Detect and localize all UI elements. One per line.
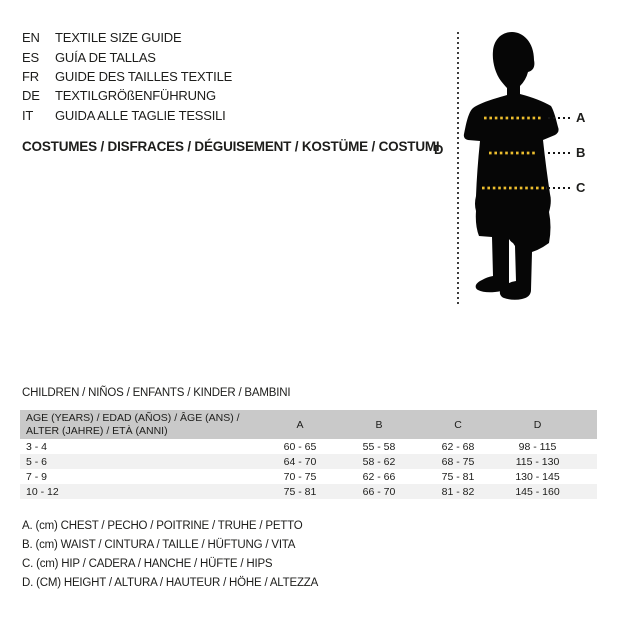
value-cell: 55 - 58	[362, 440, 396, 453]
waist-marker-label: B	[576, 145, 586, 160]
size-table: AGE (YEARS) / EDAD (AÑOS) / ÂGE (ANS) / …	[20, 410, 597, 499]
value-cell: 66 - 70	[362, 485, 396, 498]
column-header-a: A	[296, 418, 304, 431]
value-cell: 60 - 65	[283, 440, 317, 453]
value-cell: 58 - 62	[362, 455, 396, 468]
language-row-es: ES GUÍA DE TALLAS	[22, 47, 232, 66]
footnote-chest: A. (cm) CHEST / PECHO / POITRINE / TRUHE…	[22, 519, 303, 532]
age-column-header: AGE (YEARS) / EDAD (AÑOS) / ÂGE (ANS) / …	[20, 412, 260, 437]
language-list: EN TEXTILE SIZE GUIDE ES GUÍA DE TALLAS …	[22, 28, 232, 125]
child-silhouette-icon	[463, 32, 559, 300]
chest-marker-label: A	[576, 110, 586, 125]
measurement-footnotes: A. (cm) CHEST / PECHO / POITRINE / TRUHE…	[22, 516, 318, 592]
language-label: TEXTILE SIZE GUIDE	[55, 30, 182, 46]
hip-line-stub	[548, 187, 571, 189]
value-cell: 70 - 75	[283, 470, 317, 483]
age-cell: 7 - 9	[26, 470, 48, 483]
waist-line-stub	[548, 152, 571, 154]
size-table-header: AGE (YEARS) / EDAD (AÑOS) / ÂGE (ANS) / …	[20, 410, 597, 439]
value-cell: 75 - 81	[441, 470, 475, 483]
table-row: 7 - 9 70 - 75 62 - 66 75 - 81 130 - 145	[20, 469, 597, 484]
measurement-figure: D A B C	[430, 30, 620, 310]
age-cell: 10 - 12	[26, 485, 59, 498]
language-row-en: EN TEXTILE SIZE GUIDE	[22, 28, 232, 47]
value-cell: 68 - 75	[441, 455, 475, 468]
language-code: IT	[22, 107, 34, 123]
value-cell: 145 - 160	[515, 485, 560, 498]
age-cell: 5 - 6	[26, 455, 48, 468]
language-label: GUIDE DES TAILLES TEXTILE	[55, 68, 233, 84]
footnote-hip: C. (cm) HIP / CADERA / HANCHE / HÜFTE / …	[22, 557, 273, 570]
height-line	[457, 32, 459, 304]
footnote-waist: B. (cm) WAIST / CINTURA / TAILLE / HÜFTU…	[22, 538, 296, 551]
chest-line-stub	[548, 117, 571, 119]
language-code: DE	[22, 88, 40, 104]
language-row-de: DE TEXTILGRÖßENFÜHRUNG	[22, 86, 232, 105]
table-row: 5 - 6 64 - 70 58 - 62 68 - 75 115 - 130	[20, 454, 597, 469]
value-cell: 98 - 115	[518, 440, 557, 453]
age-header-line1: AGE (YEARS) / EDAD (AÑOS) / ÂGE (ANS) /	[26, 412, 240, 424]
category-title: COSTUMES / DISFRACES / DÉGUISEMENT / KOS…	[22, 139, 440, 154]
height-marker-label: D	[434, 142, 444, 157]
language-label: GUIDA ALLE TAGLIE TESSILI	[55, 107, 226, 123]
value-cell: 62 - 66	[362, 470, 396, 483]
hip-marker-label: C	[576, 180, 586, 195]
value-cell: 81 - 82	[441, 485, 475, 498]
language-code: EN	[22, 30, 40, 46]
value-cell: 75 - 81	[283, 485, 317, 498]
column-header-b: B	[375, 418, 383, 431]
value-cell: 130 - 145	[515, 470, 560, 483]
column-header-d: D	[533, 418, 542, 431]
language-code: FR	[22, 68, 39, 84]
table-row: 3 - 4 60 - 65 55 - 58 62 - 68 98 - 115	[20, 439, 597, 454]
value-cell: 62 - 68	[441, 440, 475, 453]
age-cell: 3 - 4	[26, 440, 48, 453]
value-cell: 115 - 130	[515, 455, 560, 468]
column-header-c: C	[454, 418, 462, 431]
language-row-it: IT GUIDA ALLE TAGLIE TESSILI	[22, 106, 232, 125]
footnote-height: D. (CM) HEIGHT / ALTURA / HAUTEUR / HÖHE…	[22, 576, 319, 589]
language-code: ES	[22, 49, 39, 65]
language-row-fr: FR GUIDE DES TAILLES TEXTILE	[22, 67, 232, 86]
table-row: 10 - 12 75 - 81 66 - 70 81 - 82 145 - 16…	[20, 484, 597, 499]
section-title: CHILDREN / NIÑOS / ENFANTS / KINDER / BA…	[22, 387, 291, 399]
value-cell: 64 - 70	[283, 455, 317, 468]
age-header-line2: ALTER (JAHRE) / ETÀ (ANNI)	[26, 424, 168, 437]
language-label: TEXTILGRÖßENFÜHRUNG	[55, 88, 216, 104]
language-label: GUÍA DE TALLAS	[55, 49, 156, 65]
